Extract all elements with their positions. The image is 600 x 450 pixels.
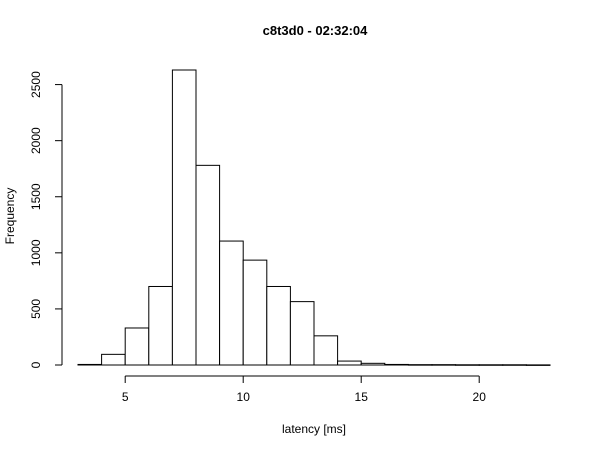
x-axis: 5 10 15 20 xyxy=(122,375,487,404)
x-tick-label: 20 xyxy=(473,390,487,404)
histogram-bar xyxy=(289,301,315,366)
x-tick-label: 10 xyxy=(237,390,251,404)
histogram-bar xyxy=(219,240,244,366)
histogram-bar xyxy=(195,164,221,366)
y-tick-label: 1000 xyxy=(29,239,43,266)
y-tick-label: 500 xyxy=(29,299,43,319)
histogram-bar xyxy=(337,360,362,366)
histogram-bar xyxy=(455,364,480,366)
x-axis-label: latency [ms] xyxy=(282,422,346,436)
histogram-bar xyxy=(360,362,386,366)
y-tick-label: 2000 xyxy=(29,127,43,154)
histogram-bar xyxy=(407,364,433,366)
y-axis: 0 500 1000 1500 2000 2500 xyxy=(29,71,63,368)
histogram-bar xyxy=(431,364,457,366)
chart-title: c8t3d0 - 02:32:04 xyxy=(263,23,369,38)
x-tick-label: 5 xyxy=(122,390,129,404)
histogram-bar xyxy=(502,364,527,366)
histogram-bar xyxy=(525,364,551,366)
y-tick-label: 2500 xyxy=(29,71,43,98)
x-tick-label: 15 xyxy=(355,390,369,404)
histogram-bar xyxy=(478,364,504,366)
bars-group xyxy=(77,69,551,366)
histogram-bar xyxy=(148,285,173,366)
histogram-bar xyxy=(266,285,291,366)
histogram-bar xyxy=(101,353,126,366)
histogram-bar xyxy=(124,327,150,366)
y-tick-label: 0 xyxy=(29,361,43,368)
y-axis-label: Frequency xyxy=(3,188,17,245)
histogram-bar xyxy=(384,363,409,366)
histogram-bar xyxy=(313,335,339,366)
y-tick-label: 1500 xyxy=(29,183,43,210)
histogram-bar xyxy=(171,69,197,366)
histogram-bar xyxy=(242,259,268,366)
histogram-bar xyxy=(77,363,103,366)
